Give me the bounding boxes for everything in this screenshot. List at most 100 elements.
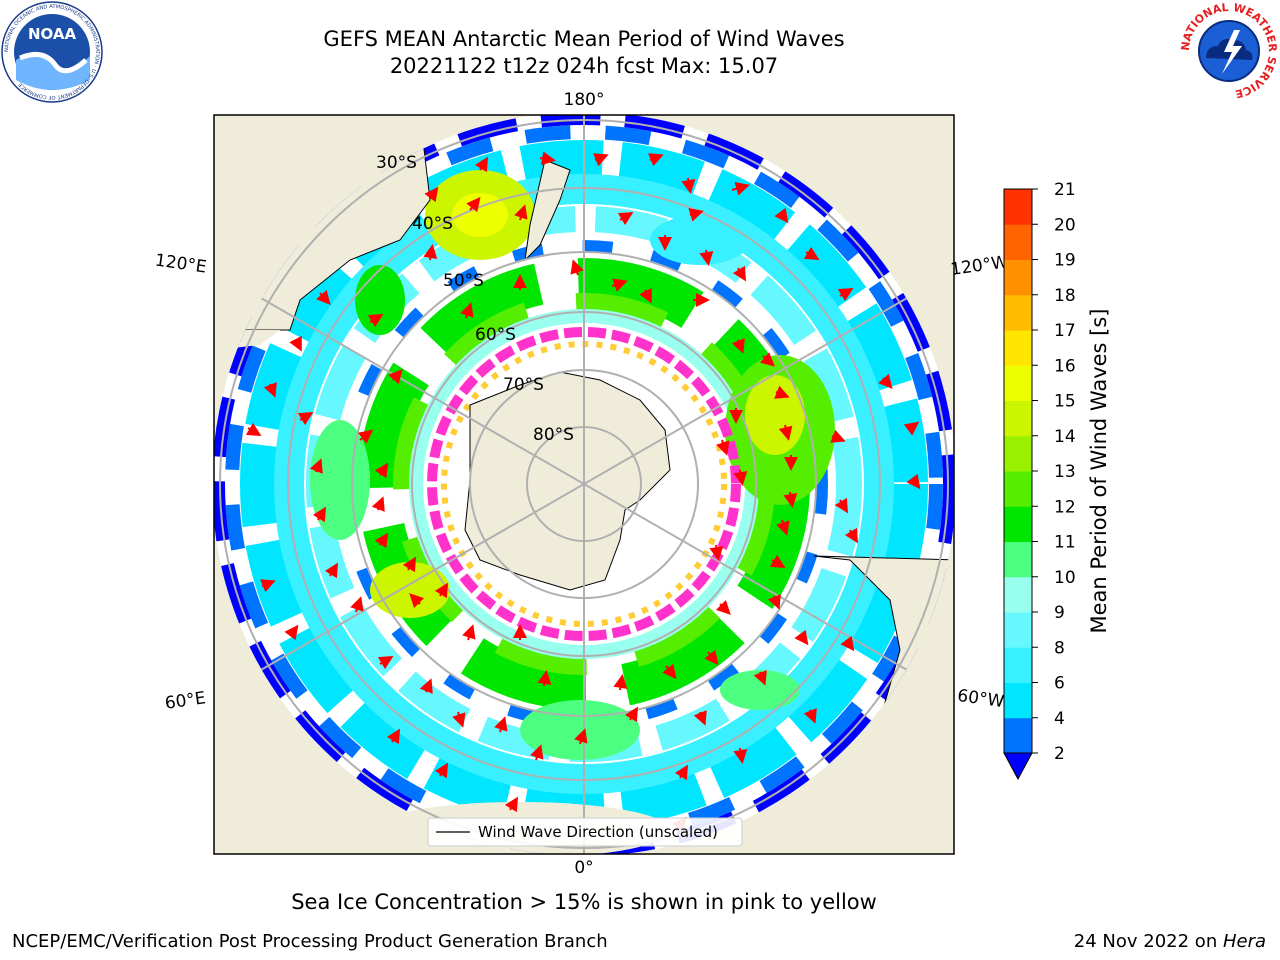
wind-arrow: [466, 196, 481, 213]
wind-arrow: [674, 764, 689, 781]
wind-arrow: [462, 624, 476, 641]
lat-label-40s: 40°S: [412, 214, 453, 234]
wind-arrow: [617, 211, 634, 226]
footer-date-text: 24 Nov 2022 on: [1073, 931, 1223, 952]
wind-arrow: [704, 649, 719, 666]
colorbar-tick-label: 15: [1054, 392, 1076, 412]
wind-arrow: [386, 728, 401, 745]
sea-ice-caption: Sea Ice Concentration > 15% is shown in …: [291, 890, 877, 914]
wind-arrow: [732, 265, 747, 282]
wind-arrow: [613, 674, 628, 691]
wind-arrow: [309, 458, 323, 474]
wind-arrow: [767, 594, 781, 610]
wind-arrow: [837, 287, 854, 302]
wind-arrow: [460, 302, 474, 319]
graticule: [214, 115, 954, 854]
lon-label-180: 180°: [564, 90, 605, 110]
wind-arrow: [716, 439, 730, 456]
wind-arrow: [494, 716, 508, 733]
footer-machine: Hera: [1222, 931, 1266, 952]
wind-arrow: [377, 655, 394, 670]
colorbar-tick-label: 19: [1054, 251, 1076, 271]
wind-arrow: [709, 544, 724, 561]
wind-arrow: [593, 153, 609, 167]
wind-arrow: [514, 204, 528, 221]
wind-arrow: [731, 338, 745, 354]
wind-arrow: [419, 678, 433, 694]
colorbar-tick-label: 9: [1054, 603, 1065, 623]
colorbar-segment: [1004, 224, 1032, 260]
wind-arrow: [530, 744, 544, 761]
wind-arrow: [733, 747, 748, 764]
wind-arrow: [611, 278, 628, 292]
wind-arrow: [452, 711, 466, 728]
footer-date: 24 Nov 2022 on Hera: [1074, 931, 1266, 952]
map-legend: Wind Wave Direction (unscaled): [427, 817, 743, 847]
wind-wave-arrows: [245, 151, 921, 833]
chart-subtitle: 20221122 t12z 024h fcst Max: 15.07: [389, 54, 779, 78]
antarctica-landmass: [464, 371, 671, 591]
wind-arrow: [388, 368, 403, 385]
lon-label-120w: 120°W: [949, 252, 1009, 280]
lat-label-70s: 70°S: [503, 375, 544, 395]
wind-arrow: [374, 462, 389, 479]
colorbar-segment: [1004, 647, 1032, 683]
wind-arrow: [504, 796, 519, 813]
wind-arrow: [906, 473, 921, 490]
colorbar-label: Mean Period of Wind Waves [s]: [1087, 309, 1111, 634]
wind-arrow: [639, 287, 652, 304]
wind-arrow: [537, 670, 552, 687]
map-frame: [213, 114, 955, 855]
colorbar-segment: [1004, 471, 1032, 507]
noaa-logo: NOAA NATIONAL OCEANIC AND ATMOSPHERIC AD…: [1, 1, 103, 103]
wind-arrow: [774, 385, 790, 399]
chart-title: GEFS MEAN Antarctic Mean Period of Wind …: [323, 27, 845, 51]
wind-arrow: [371, 496, 385, 512]
wind-arrow: [434, 762, 449, 779]
wind-arrow: [245, 422, 262, 437]
footer-branch: NCEP/EMC/Verification Post Processing Pr…: [12, 931, 608, 952]
wind-arrow: [693, 710, 707, 726]
wind-arrow: [903, 421, 920, 436]
wind-arrow: [423, 244, 438, 261]
wind-arrow: [783, 491, 798, 508]
colorbar-tick-label: 8: [1054, 638, 1065, 658]
wind-arrow: [574, 728, 588, 745]
wind-arrow: [409, 593, 425, 609]
colorbar-segment: [1004, 612, 1032, 648]
wind-arrow: [357, 429, 374, 444]
wind-arrow: [715, 599, 731, 615]
colorbar-tick-label: 2: [1054, 744, 1065, 764]
wind-arrow: [570, 259, 584, 276]
colorbar-segment: [1004, 717, 1032, 754]
wind-arrow: [474, 156, 489, 173]
colorbar-tick-label: 16: [1054, 356, 1076, 376]
wind-arrow: [312, 506, 327, 523]
colorbar-extend-min: [1003, 752, 1033, 781]
wind-arrow: [539, 151, 556, 166]
wind-arrow: [803, 708, 817, 724]
wind-arrow: [297, 411, 314, 426]
wind-arrow: [776, 519, 790, 536]
wind-arrow: [402, 556, 417, 573]
wind-arrow: [316, 289, 331, 305]
lat-label-50s: 50°S: [443, 271, 484, 291]
wind-arrow: [624, 706, 639, 723]
colorbar-segment: [1004, 541, 1032, 578]
colorbar-tick-label: 14: [1054, 427, 1076, 447]
lon-label-120e: 120°E: [154, 251, 208, 278]
wind-arrow: [769, 554, 786, 569]
wind-arrow: [324, 562, 339, 579]
wind-arrow: [289, 335, 302, 352]
noaa-logo-text: NOAA: [28, 25, 77, 43]
colorbar-tick-label: 6: [1054, 674, 1065, 694]
lon-label-60w: 60°W: [956, 686, 1005, 712]
colorbar-segment: [1004, 294, 1032, 331]
legend-label: Wind Wave Direction (unscaled): [478, 823, 718, 841]
colorbar-tick-label: 12: [1054, 497, 1076, 517]
wind-arrow: [434, 582, 449, 599]
colorbar-segment: [1004, 330, 1032, 366]
colorbar-segment: [1004, 576, 1032, 613]
lon-label-60e: 60°E: [164, 688, 207, 713]
wind-arrow: [834, 497, 849, 514]
